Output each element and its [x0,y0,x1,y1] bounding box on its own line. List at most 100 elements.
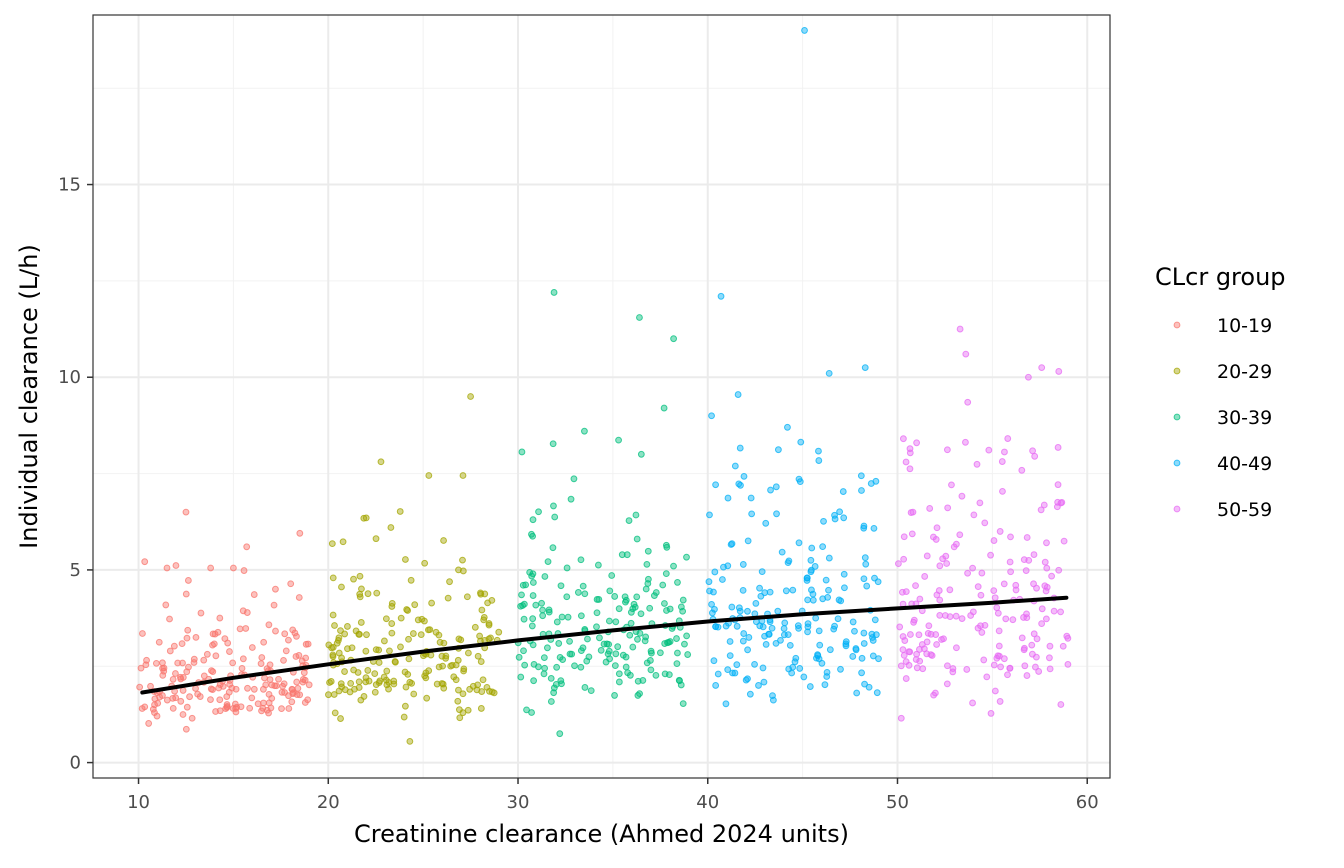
data-point [263,706,271,714]
data-point [812,614,820,622]
data-point [739,561,747,568]
data-point [719,576,726,583]
data-point [407,576,415,584]
data-point [545,606,553,614]
data-point [350,575,357,583]
legend-items: 10-19 20-29 30-39 40-49 50-59 [1173,315,1272,521]
data-point [594,561,602,569]
data-point [563,564,571,572]
data-point [792,654,800,662]
data-point [300,669,308,677]
data-point [681,640,688,648]
data-point [246,704,254,712]
data-point [285,705,293,712]
x-tick-label: 30 [507,792,530,813]
data-point [162,601,170,609]
data-point [852,646,860,654]
data-point [402,556,409,563]
data-point [214,628,222,636]
data-point [418,615,426,623]
data-point [804,596,812,604]
data-point [1059,642,1067,650]
data-point [145,720,153,727]
y-tick-label: 5 [70,560,81,581]
data-point [899,633,907,640]
data-point [476,632,483,640]
data-point [296,529,304,537]
data-point [172,562,180,569]
data-point [226,680,234,688]
data-point [447,662,455,670]
data-point [993,654,1001,662]
data-point [870,524,878,532]
data-point [841,584,848,592]
data-point [1004,435,1012,442]
data-point [1001,448,1008,456]
data-point [208,667,215,675]
data-point [159,692,166,699]
data-point [200,672,208,680]
data-point [896,623,904,631]
data-point [1000,580,1008,588]
data-point [528,709,535,716]
data-point [1046,654,1053,662]
data-point [1048,572,1056,580]
data-point [916,646,923,653]
data-point [652,671,660,679]
data-point [902,675,910,682]
data-point [748,510,756,518]
data-point [455,686,462,694]
data-point [996,528,1004,535]
y-tick-label: 10 [58,367,81,388]
data-point [557,582,565,590]
data-point [712,481,719,489]
ticks-layer: 10 20 30 40 50 60 0 5 10 15 [58,175,1099,813]
data-point [207,685,215,693]
data-point [147,682,154,690]
data-point [236,625,244,633]
data-point [927,651,935,659]
data-point [305,681,313,689]
data-point [141,558,149,566]
data-point [733,661,741,669]
data-point [467,393,474,400]
data-point [717,292,725,300]
data-point [584,635,591,643]
data-point [656,649,664,657]
data-point [733,622,741,630]
data-point [646,604,654,612]
data-point [597,646,605,654]
data-point [1004,671,1011,679]
data-point [1021,662,1029,670]
data-point [382,615,390,623]
data-point [969,608,977,616]
data-point [261,674,268,682]
data-point [159,671,167,679]
data-point [722,622,730,630]
data-point [1006,664,1014,672]
series-40-49 [705,27,882,708]
data-point [1054,481,1062,489]
data-point [661,600,668,607]
data-point [170,642,178,650]
data-point [727,541,735,548]
data-point [970,511,978,519]
data-point [285,636,292,644]
data-point [994,609,1002,617]
data-point [825,586,832,594]
data-point [585,653,593,661]
data-point [190,655,198,663]
data-point [337,715,344,722]
legend-label-30-39: 30-39 [1217,407,1272,429]
data-point [535,663,542,671]
data-point [897,714,905,722]
data-point [372,646,380,654]
data-point [226,648,233,655]
data-point [282,647,290,655]
data-point [860,640,868,647]
data-point [819,543,827,551]
data-point [363,631,370,639]
data-point [207,696,214,703]
data-point [814,651,821,659]
data-point [1064,661,1072,668]
